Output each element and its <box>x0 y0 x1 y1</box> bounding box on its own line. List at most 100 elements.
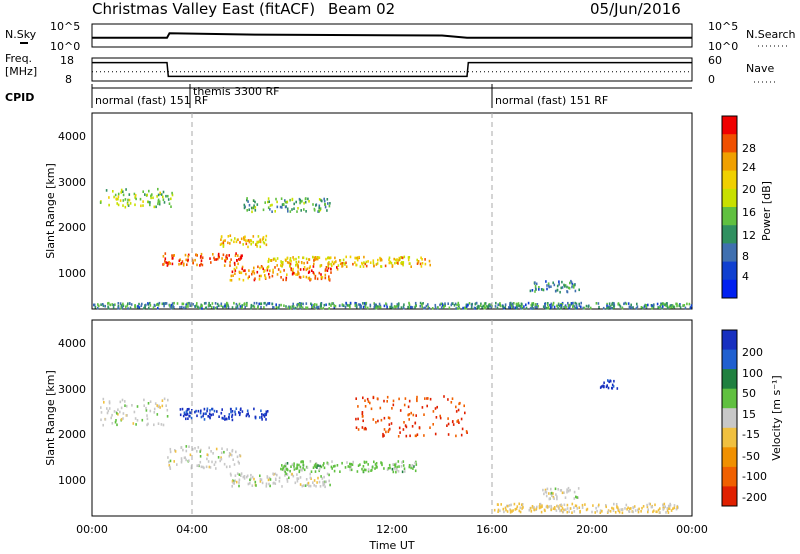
velocity-cells-cell <box>265 482 268 486</box>
power-cells-cell <box>168 303 171 307</box>
power-cells-cell <box>156 195 158 198</box>
power-cells-cell <box>573 286 575 289</box>
velocity-cells-cell <box>667 504 670 508</box>
velocity-cells-cell <box>371 466 374 469</box>
velocity-cells-cell <box>388 428 390 432</box>
velocity-cells-cell <box>421 406 424 409</box>
velocity-cells-cell <box>160 423 163 426</box>
power-cells-cell <box>94 305 97 309</box>
velocity-cells-cell <box>235 480 238 484</box>
velocity-cells-cell <box>357 428 360 431</box>
velocity-cells-cell <box>621 508 624 511</box>
power-cells-cell <box>266 302 269 305</box>
power-cells-cell <box>225 303 228 307</box>
power-cells-cell <box>534 285 537 288</box>
velocity-cells-cell <box>351 463 354 466</box>
power-cells-cell <box>544 305 546 309</box>
power-cells-cell <box>606 304 608 308</box>
velocity-cells-cell <box>504 506 507 510</box>
velocity-cells-cell <box>242 475 245 479</box>
velocity-cells-cell <box>398 397 400 401</box>
power-cells-cell <box>266 268 269 272</box>
velocity-cells-cell <box>265 413 267 417</box>
velocity-cells-cell <box>560 503 562 507</box>
velocity-cells-cell <box>235 407 238 410</box>
power-cells-cell <box>318 256 321 259</box>
power-cells-cell <box>238 302 241 306</box>
velocity-cells-cell <box>185 449 188 453</box>
power-cells-cell <box>257 235 260 238</box>
power-cells-cell <box>477 304 479 308</box>
power-cells-cell <box>398 258 401 261</box>
velocity-cells-cell <box>215 467 217 470</box>
power-cells-cell <box>220 302 223 306</box>
power-cells-cell <box>147 302 149 305</box>
velocity-cells-cell <box>575 495 577 499</box>
power-cells-cell <box>555 289 557 293</box>
velocity-cells-cell <box>399 409 402 412</box>
power-cells-cell <box>228 254 230 257</box>
velocity-cells-cell <box>108 407 111 410</box>
velocity-cells-cell <box>238 484 240 488</box>
velocity-cbar-tick-neg100: -100 <box>742 470 767 483</box>
velocity-cells-cell <box>261 481 264 485</box>
power-cells-cell <box>611 302 614 305</box>
power-cbar-rects-swatch <box>722 170 737 190</box>
velocity-cells-cell <box>281 485 283 488</box>
velocity-cells-cell <box>114 420 117 424</box>
power-cells-cell <box>365 260 368 264</box>
power-cells-cell <box>201 263 204 267</box>
power-cells-cell <box>675 302 677 306</box>
velocity-cells-cell <box>586 507 589 511</box>
velocity-cells-cell <box>300 468 302 471</box>
power-cells-cell <box>535 288 537 291</box>
power-cells-cell <box>560 305 563 309</box>
velocity-cells-cell <box>385 430 387 434</box>
nsky-tick-left-top: 10^5 <box>50 20 80 33</box>
power-cells-cell <box>456 307 459 310</box>
velocity-cells-cell <box>460 433 463 437</box>
velocity-cells-cell <box>350 462 352 466</box>
power-cells-cell <box>321 199 323 203</box>
velocity-cells-cell <box>284 464 287 467</box>
beam-label: Beam 02 <box>328 0 395 18</box>
power-cells-cell <box>276 200 278 204</box>
power-cells-cell <box>144 193 146 196</box>
power-cells-cell <box>316 257 319 261</box>
power-cells-cell <box>156 302 159 306</box>
power-cells-cell <box>297 270 299 273</box>
velocity-cells-cell <box>180 446 183 449</box>
velocity-cells-cell <box>260 409 262 413</box>
power-cells-cell <box>133 192 136 196</box>
power-cells-cell <box>547 303 549 307</box>
power-cells-cell <box>503 306 505 310</box>
velocity-cells-cell <box>605 385 608 389</box>
velocity-cells-cell <box>349 468 351 472</box>
power-cells-cell <box>292 256 294 259</box>
velocity-cells-cell <box>392 399 395 403</box>
velocity-cells-cell <box>119 400 122 404</box>
power-cells-cell <box>258 240 260 243</box>
power-cells-cell <box>113 195 115 199</box>
power-cells-cell <box>341 264 344 268</box>
power-cells-cell <box>152 306 155 309</box>
velocity-cells-cell <box>145 409 148 412</box>
velocity-cells-cell <box>261 418 263 421</box>
velocity-cells-cell <box>313 484 315 487</box>
power-cells-cell <box>569 281 571 285</box>
velocity-cells-cell <box>544 490 547 493</box>
velocity-cells-cell <box>556 497 558 501</box>
cpid-segment-3: normal (fast) 151 RF <box>495 94 608 107</box>
power-cells-cell <box>259 266 261 270</box>
velocity-cells-cell <box>554 507 556 511</box>
power-cells-cell <box>150 196 152 200</box>
velocity-cells-cell <box>414 421 416 425</box>
velocity-cells-cell <box>157 422 160 425</box>
power-cells-cell <box>142 200 144 203</box>
velocity-cells-cell <box>557 504 559 508</box>
velocity-cells-cell <box>616 387 619 390</box>
power-cells-cell <box>270 259 273 262</box>
velocity-cells-cell <box>398 426 401 430</box>
power-cells-cell <box>162 255 165 258</box>
power-cells-cell <box>297 256 300 259</box>
